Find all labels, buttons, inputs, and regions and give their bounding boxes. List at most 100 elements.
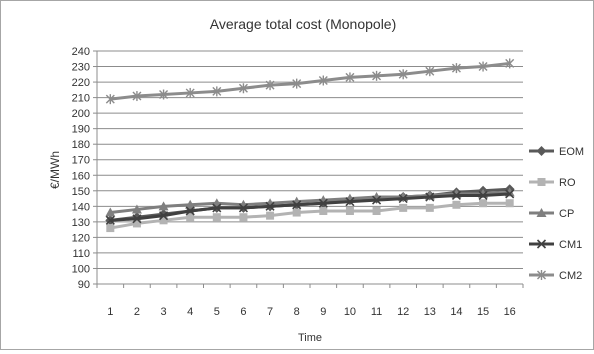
point-cm1 (158, 211, 169, 221)
point-ro (212, 213, 221, 222)
legend-marker-cp (536, 208, 547, 217)
point-cm2 (425, 66, 435, 77)
point-ro (106, 224, 115, 233)
point-ro (425, 203, 434, 212)
point-cm2 (398, 69, 408, 80)
y-tick-label: 130 (72, 217, 90, 229)
y-tick-label: 190 (72, 124, 90, 136)
y-tick-label: 220 (72, 77, 90, 89)
point-cm1 (292, 200, 302, 210)
series-line-cm2 (110, 61, 510, 101)
y-tick-label: 140 (72, 201, 90, 213)
point-ro (132, 219, 141, 228)
point-cm2 (105, 94, 115, 105)
point-cm1 (132, 214, 142, 224)
point-ro (399, 203, 408, 212)
point-cm2 (238, 83, 248, 94)
x-tick-label: 8 (294, 306, 300, 318)
y-tick-label: 230 (72, 62, 90, 74)
series-line-ro (110, 201, 510, 230)
point-ro (319, 206, 328, 215)
point-cm2 (451, 63, 461, 74)
y-tick-label: 90 (78, 279, 90, 291)
x-axis-label: Time (298, 332, 322, 344)
point-cm2 (318, 75, 328, 86)
y-tick-label: 210 (72, 93, 90, 105)
point-cm1 (238, 203, 249, 213)
point-ro (159, 216, 168, 225)
x-tick-label: 12 (397, 306, 409, 318)
point-ro (452, 200, 461, 209)
y-tick-label: 170 (72, 155, 90, 167)
point-cm2 (212, 86, 222, 97)
x-tick-label: 11 (371, 306, 382, 318)
point-cm2 (132, 91, 142, 102)
point-ro (479, 199, 488, 208)
y-tick-label: 150 (72, 186, 90, 198)
series-lines (105, 58, 515, 233)
legend: EOM RO CP CM1 CM2 (529, 146, 584, 282)
point-cm1 (345, 197, 355, 207)
y-axis-label: €/MWh (48, 151, 62, 189)
y-tick-label: 120 (72, 232, 90, 244)
x-tick-label: 6 (240, 306, 246, 318)
point-cm1 (212, 203, 222, 213)
point-cm1 (398, 194, 408, 204)
x-tick-label: 15 (477, 306, 489, 318)
point-ro (372, 206, 381, 215)
x-tick-label: 7 (267, 306, 273, 318)
y-tick-label: 180 (72, 139, 90, 151)
x-tick-label: 16 (504, 306, 516, 318)
series-cm2 (105, 58, 515, 105)
point-ro (505, 199, 514, 208)
y-tick-label: 240 (72, 46, 90, 58)
point-cm2 (159, 89, 169, 100)
y-tick-label: 200 (72, 108, 90, 120)
chart: Average total cost (Monopole) €/MWh Time… (48, 16, 584, 344)
series-line-cp (110, 190, 510, 215)
legend-marker-cm2 (537, 270, 546, 280)
axes (93, 50, 524, 288)
y-tick-labels: 90 100 110 120 130 140 150 160 170 180 190 200 210 22… (72, 46, 90, 291)
series-line-cm1 (110, 192, 510, 222)
point-ro (266, 211, 275, 220)
x-tick-label: 5 (214, 306, 220, 318)
point-cp (131, 204, 142, 214)
legend-label-eom: EOM (559, 146, 584, 158)
y-tick-label: 100 (72, 263, 90, 275)
series-cm1 (105, 189, 515, 225)
legend-item-cm1: CM1 (529, 239, 582, 251)
point-cm1 (318, 198, 328, 208)
point-cm1 (425, 192, 435, 202)
x-tick-label: 10 (344, 306, 356, 318)
legend-item-cp: CP (529, 208, 574, 220)
legend-label-ro: RO (559, 177, 576, 189)
legend-label-cm2: CM2 (559, 270, 582, 282)
point-cm1 (265, 201, 275, 211)
y-tick-label: 110 (72, 248, 90, 260)
legend-marker-eom (536, 146, 547, 156)
point-cm1 (371, 195, 382, 205)
point-cp (158, 201, 169, 211)
legend-item-eom: EOM (529, 146, 584, 158)
point-cm2 (505, 58, 515, 69)
point-cm2 (478, 61, 488, 72)
point-ro (292, 208, 301, 217)
series-ro (106, 199, 514, 233)
x-tick-label: 4 (187, 306, 193, 318)
point-ro (239, 213, 248, 222)
legend-marker-cm1 (536, 239, 547, 249)
x-tick-label: 2 (134, 306, 140, 318)
x-tick-label: 13 (424, 306, 436, 318)
legend-label-cp: CP (559, 208, 574, 220)
point-cm2 (265, 80, 275, 91)
point-cm2 (345, 72, 355, 83)
point-ro (186, 213, 195, 222)
point-cm2 (372, 70, 382, 81)
chart-title: Average total cost (Monopole) (210, 16, 397, 32)
point-cm1 (451, 190, 462, 201)
legend-marker-ro (537, 178, 546, 186)
point-cm2 (292, 78, 302, 89)
point-cm2 (185, 87, 195, 98)
